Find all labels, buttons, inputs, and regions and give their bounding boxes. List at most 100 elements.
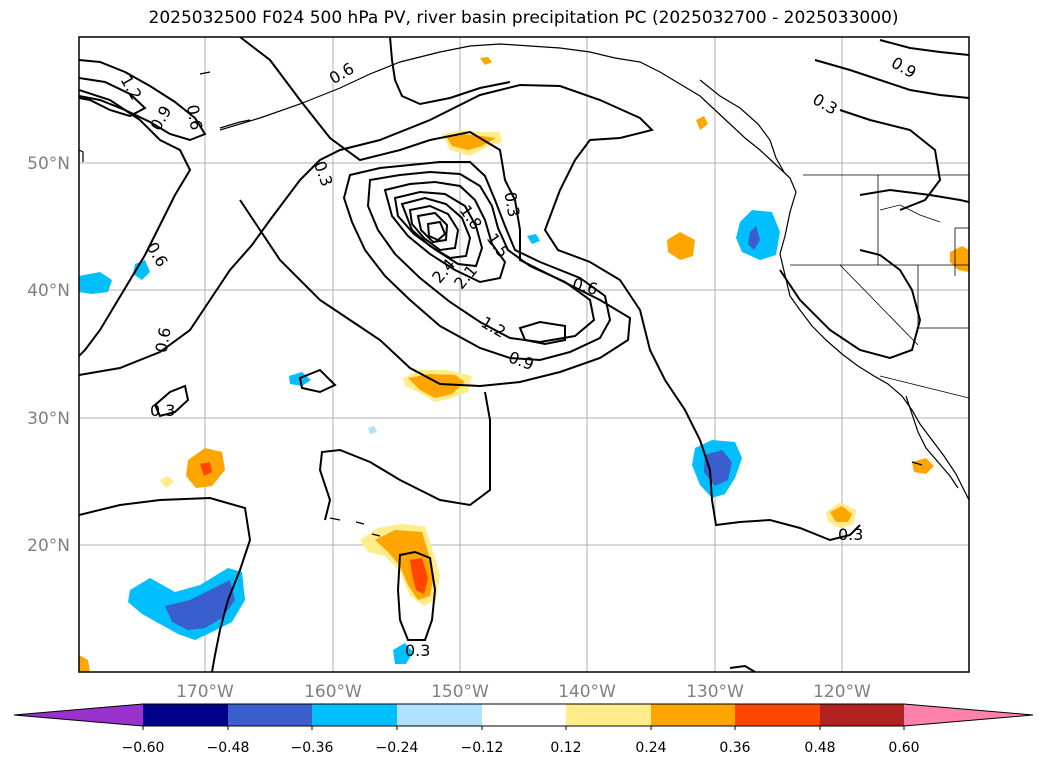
contour-pv-1.2-main [366, 170, 596, 344]
colorbar-tick-label: −0.24 [376, 740, 419, 756]
neg-blob-oregon-core [748, 226, 760, 250]
coast-hawaii-a [329, 517, 341, 521]
coast-hawaii-c [371, 533, 381, 537]
coast-hawaii-b [355, 521, 365, 525]
neg-blob-small-a [133, 260, 150, 280]
contour-pv-3.0 [426, 220, 447, 242]
neg-blob-small-c [393, 643, 413, 664]
contour-label: 0.3 [150, 401, 175, 420]
contour-pv-1.2-nw [79, 77, 147, 118]
contour-pv-0.3-loop [153, 384, 190, 418]
colorbar-tick-label: −0.60 [122, 740, 165, 756]
lon-label-170w: 170°W [176, 682, 234, 702]
border-us-mexico [879, 375, 969, 399]
border-state-d [839, 264, 919, 346]
contour-label: 0.6 [152, 326, 175, 354]
contour-pv-0.3-east-loop [779, 249, 922, 360]
pos-blob-sw-corner [79, 655, 90, 672]
lon-label-150w: 150°W [431, 682, 489, 702]
border-state-g [879, 204, 941, 223]
contour-pv-0.3-small [298, 368, 337, 394]
colorbar-bin [482, 704, 566, 726]
contour-pv-0.3-large [79, 83, 861, 542]
lat-label-40n: 40°N [27, 281, 70, 301]
pos-blob-mexico [912, 458, 934, 474]
colorbar-bin [312, 704, 397, 726]
pos-blob-hawaii-red [410, 558, 428, 594]
contour-pv-0.6-nw [79, 89, 192, 357]
lat-label-50n: 50°N [27, 154, 70, 174]
lon-label-130w: 130°W [686, 682, 744, 702]
contour-label: 0.3 [405, 641, 430, 660]
colorbar-bin [228, 704, 312, 726]
contour-pv-0.3-ne [814, 59, 969, 99]
map-title: 2025032500 F024 500 hPa PV, river basin … [148, 8, 899, 28]
contour-pv-2.1 [400, 196, 472, 260]
pos-blob-small-a [160, 476, 174, 488]
lon-label-140w: 140°W [558, 682, 616, 702]
precip-positive-shading [79, 57, 969, 672]
map-frame [78, 36, 970, 673]
coast-baja [905, 395, 959, 489]
contour-pv-1.5-b [518, 320, 566, 346]
colorbar-tick-label: −0.12 [461, 740, 504, 756]
contour-pv-0.3-central [318, 391, 491, 521]
lat-label-20n: 20°N [27, 536, 70, 556]
lon-label-120w: 120°W [813, 682, 871, 702]
pos-blob-bc [696, 116, 708, 130]
colorbar-bin [397, 704, 482, 726]
pos-blob-150w-33n-orange [408, 374, 465, 398]
colorbar-tick-label: 0.12 [550, 740, 581, 756]
colorbar-tick-label: 0.48 [804, 740, 835, 756]
colorbar-tick-label: −0.36 [291, 740, 334, 756]
contour-pv-0.9-nw [79, 59, 207, 142]
coast-west-a [79, 149, 84, 162]
lon-label-160w: 160°W [304, 682, 362, 702]
colorbar: −0.60 −0.48 −0.36 −0.24 −0.12 0.12 0.24 … [13, 703, 1034, 756]
coast-mexico-island [911, 461, 923, 466]
colorbar-tick-label: 0.36 [719, 740, 750, 756]
colorbar-bin [735, 704, 820, 726]
contour-pv-0.3-coast [839, 109, 942, 211]
contour-pv-0.3-mid [389, 37, 511, 106]
coast-aleutian-a [219, 119, 251, 129]
neg-blob-small-e [368, 426, 377, 434]
colorbar-extend-low [14, 704, 143, 726]
pos-blob-150w-52n-orange [446, 134, 496, 150]
coast-aleutian-b [199, 71, 211, 75]
lat-label-30n: 30°N [27, 409, 70, 429]
neg-blob-small-d [527, 234, 540, 244]
colorbar-tick-label: 0.60 [888, 740, 919, 756]
contour-pv-2.4 [408, 204, 460, 252]
contour-pv-0.3-south [729, 664, 756, 672]
colorbar-bin [143, 704, 228, 726]
colorbar-extend-high [904, 704, 1033, 726]
pos-blob-170w-26n-red [200, 462, 212, 476]
contour-label: 0.6 [183, 103, 206, 131]
neg-blob-hawaii-sw-core [165, 580, 235, 630]
contour-label: 0.3 [838, 525, 863, 544]
map-background [79, 37, 969, 672]
coast-canada-inner [699, 79, 785, 173]
contour-pv-0.3-hawaii [396, 550, 437, 641]
coastlines [79, 43, 969, 537]
borders [790, 174, 969, 399]
contour-pv-2.7 [416, 211, 449, 244]
contour-label: 0.3 [500, 190, 523, 218]
colorbar-bin [566, 704, 651, 726]
contour-pv-0.6-main [239, 37, 632, 388]
contour-pv-0.6-ne [879, 39, 969, 56]
colorbar-tick-label: 0.24 [635, 740, 666, 756]
neg-blob-west-edge [79, 272, 112, 294]
contour-pv-0.9-main [342, 161, 612, 362]
pos-blob-120w-22n-orange [830, 506, 852, 522]
contour-pv-0.3-west [79, 496, 252, 672]
contour-pv-1.5-a [383, 180, 507, 284]
pos-blob-136w-43n [667, 232, 695, 260]
colorbar-tick-label: −0.48 [207, 740, 250, 756]
colorbar-bin [820, 704, 904, 726]
contour-pv-1.8 [393, 190, 484, 268]
pv-contours [79, 37, 969, 672]
coast-pacific-nw [779, 253, 969, 501]
